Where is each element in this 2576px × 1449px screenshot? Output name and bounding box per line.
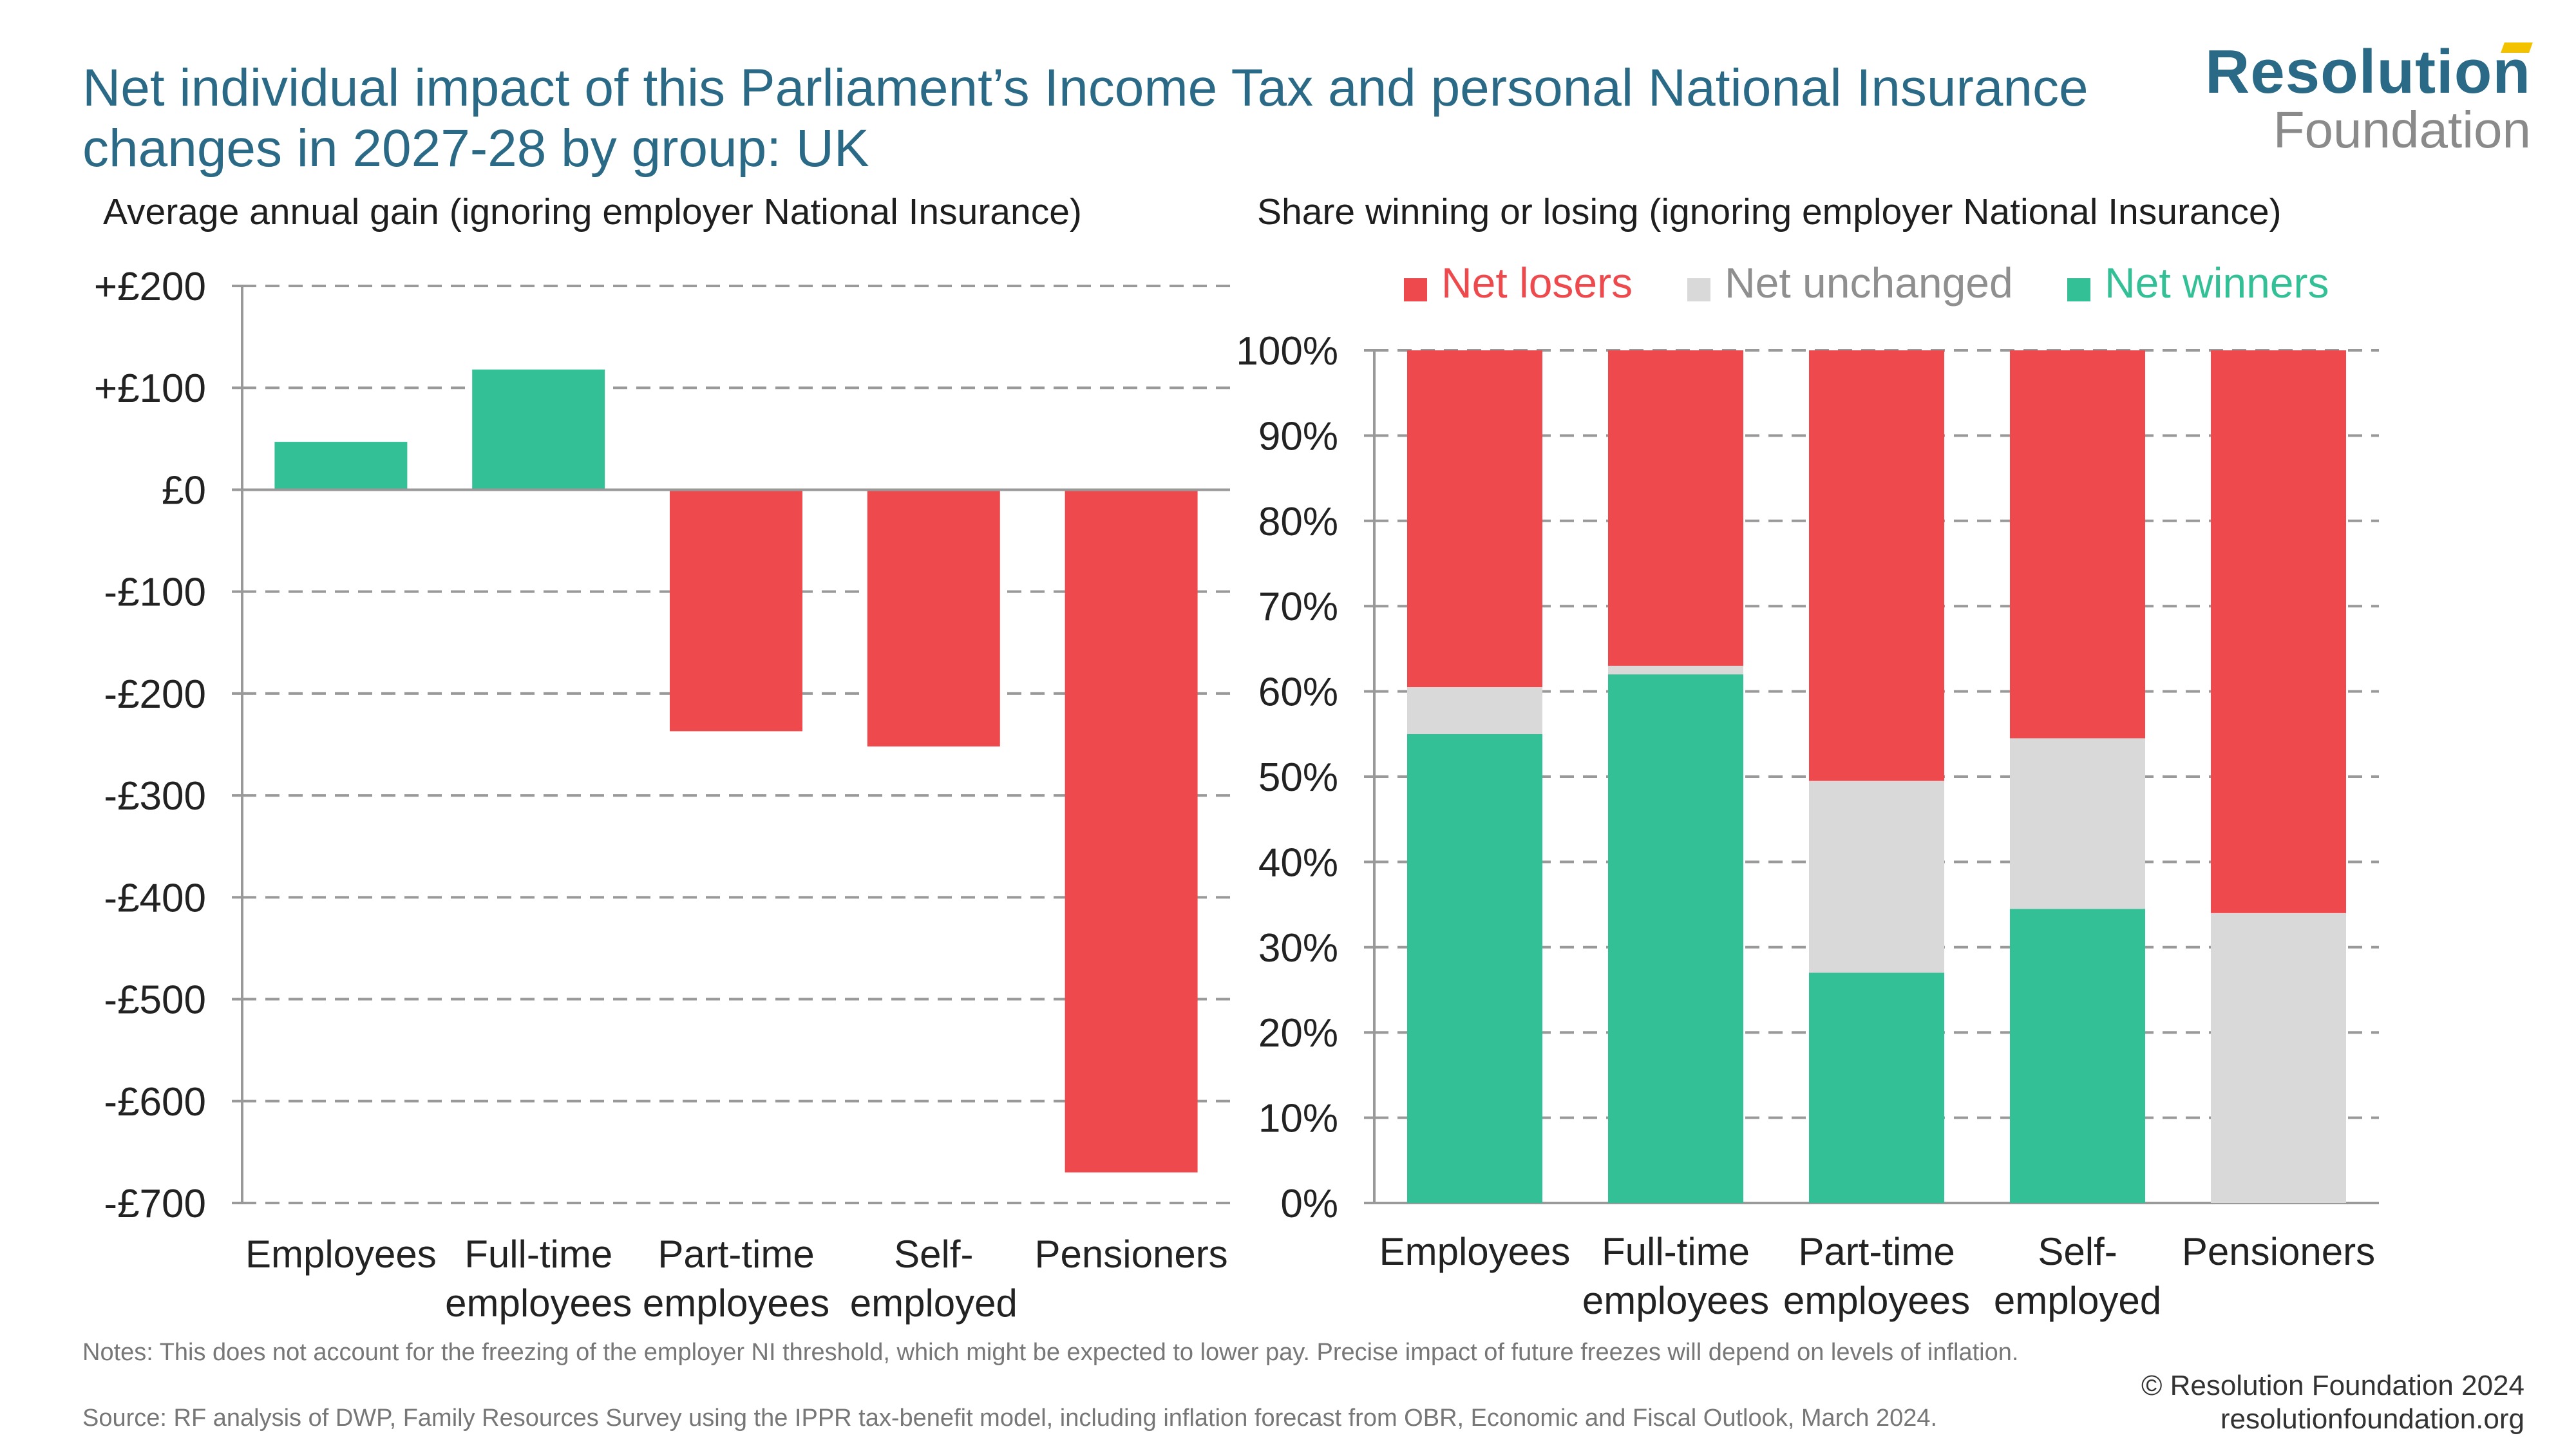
bar	[867, 489, 1000, 747]
stacked-bar-segment	[2211, 913, 2346, 1203]
y-tick-label: 30%	[1258, 926, 1338, 971]
stacked-bar-segment	[2010, 909, 2145, 1203]
legend-label: Net unchanged	[1725, 259, 2013, 307]
y-tick-label: 60%	[1258, 670, 1338, 715]
logo-text-line2: Foundation	[2273, 101, 2531, 158]
y-tick-label: 10%	[1258, 1097, 1338, 1141]
legend-swatch	[2067, 278, 2090, 301]
x-category-label: Part-time	[658, 1233, 814, 1276]
right-chart-subtitle: Share winning or losing (ignoring employ…	[1257, 191, 2282, 232]
y-tick-label: -£600	[104, 1080, 206, 1124]
x-category-label: employees	[1783, 1279, 1970, 1322]
y-tick-label: +£200	[94, 265, 206, 309]
x-category-label: Part-time	[1798, 1230, 1955, 1273]
stacked-bar-segment	[1608, 350, 1743, 666]
y-tick-label: -£500	[104, 978, 206, 1023]
x-category-label: Pensioners	[2182, 1230, 2375, 1273]
x-category-label: employed	[1994, 1279, 2161, 1322]
x-category-label: employees	[1582, 1279, 1769, 1322]
chart-notes: Notes: This does not account for the fre…	[82, 1339, 2019, 1366]
stacked-bar-segment	[1407, 734, 1542, 1203]
website-line: resolutionfoundation.org	[2220, 1403, 2524, 1435]
stacked-bar-segment	[1809, 972, 1944, 1203]
y-tick-label: 40%	[1258, 840, 1338, 885]
copyright-line: © Resolution Foundation 2024	[2141, 1370, 2524, 1401]
bar	[670, 489, 802, 732]
y-tick-label: 90%	[1258, 414, 1338, 459]
y-tick-label: +£100	[94, 366, 206, 411]
y-tick-label: -£200	[104, 672, 206, 717]
x-category-label: employed	[850, 1282, 1018, 1325]
bar	[274, 442, 408, 490]
copyright-block: © Resolution Foundation 2024 resolutionf…	[2141, 1369, 2524, 1436]
stacked-bar-segment	[1407, 350, 1542, 687]
legend-swatch	[1404, 278, 1427, 301]
resolution-foundation-logo: Resolution Foundation	[2205, 37, 2533, 158]
legend-label: Net winners	[2105, 259, 2329, 307]
y-tick-label: -£100	[104, 571, 206, 615]
x-category-label: Full-time	[464, 1233, 612, 1276]
stacked-bar-segment	[1608, 665, 1743, 675]
x-category-label: Self-	[2038, 1230, 2117, 1273]
x-category-label: Employees	[1379, 1230, 1571, 1273]
y-tick-label: -£400	[104, 876, 206, 920]
y-tick-label: 50%	[1258, 755, 1338, 800]
y-tick-label: 20%	[1258, 1011, 1338, 1056]
stacked-bar-segment	[1407, 687, 1542, 734]
y-tick-label: -£300	[104, 774, 206, 819]
stacked-bar-segment	[1809, 350, 1944, 781]
stacked-bar-segment	[2010, 738, 2145, 909]
x-category-label: Self-	[894, 1233, 973, 1276]
y-tick-label: 0%	[1280, 1182, 1338, 1226]
logo-text-line1: Resolution	[2205, 37, 2531, 106]
left-chart-subtitle: Average annual gain (ignoring employer N…	[103, 191, 1082, 232]
y-tick-label: 80%	[1258, 500, 1338, 544]
left-bar-chart: +£200 +£100 £0 -£100 -£200 -£300 -£400 -£500 -£6…	[94, 265, 1230, 1325]
y-tick-label: -£700	[104, 1182, 206, 1226]
chart-source: Source: RF analysis of DWP, Family Resou…	[82, 1405, 1938, 1432]
bar	[1065, 489, 1198, 1173]
legend-label: Net losers	[1441, 259, 1633, 307]
stacked-bar-segment	[1809, 781, 1944, 973]
stacked-bar-segment	[2010, 350, 2145, 739]
bar	[472, 369, 605, 490]
x-category-label: Pensioners	[1035, 1233, 1228, 1276]
legend-swatch	[1687, 278, 1710, 301]
x-category-label: employees	[445, 1282, 632, 1325]
y-tick-label: 100%	[1236, 329, 1338, 374]
stacked-bar-segment	[2211, 350, 2346, 913]
y-tick-label: 70%	[1258, 585, 1338, 629]
x-category-label: Full-time	[1602, 1230, 1750, 1273]
right-stacked-bar-chart: 100% 90% 80% 70% 60% 50% 40% 30% 20% 10% 0% Employe…	[1236, 259, 2379, 1322]
x-category-label: Employees	[245, 1233, 437, 1276]
x-category-label: employees	[643, 1282, 829, 1325]
chart-title: Net individual impact of this Parliament…	[82, 59, 2088, 178]
y-tick-label: £0	[162, 468, 206, 513]
stacked-bar-segment	[1608, 674, 1743, 1203]
